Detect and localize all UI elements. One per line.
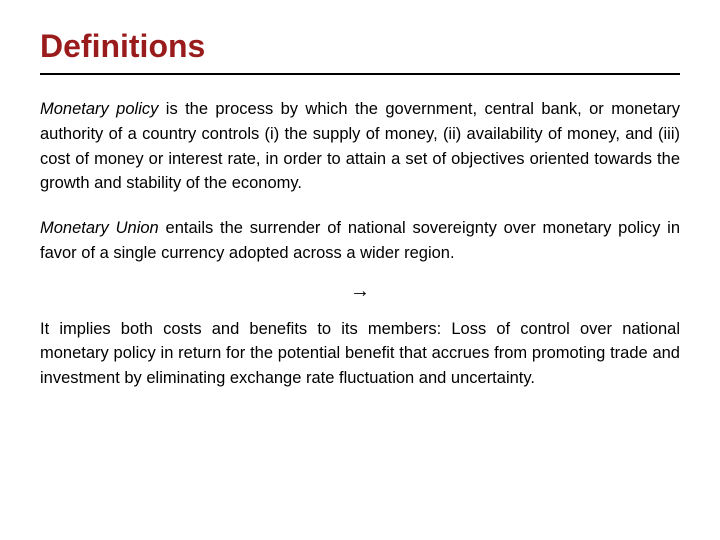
term-monetary-policy: Monetary policy: [40, 100, 158, 118]
arrow-icon: →: [40, 280, 680, 303]
term-monetary-union: Monetary Union: [40, 219, 159, 237]
paragraph-monetary-policy: Monetary policy is the process by which …: [40, 97, 680, 196]
paragraph-monetary-union: Monetary Union entails the surrender of …: [40, 216, 680, 266]
slide-title: Definitions: [40, 28, 680, 75]
slide: Definitions Monetary policy is the proce…: [0, 0, 720, 540]
paragraph-implications: It implies both costs and benefits to it…: [40, 317, 680, 391]
